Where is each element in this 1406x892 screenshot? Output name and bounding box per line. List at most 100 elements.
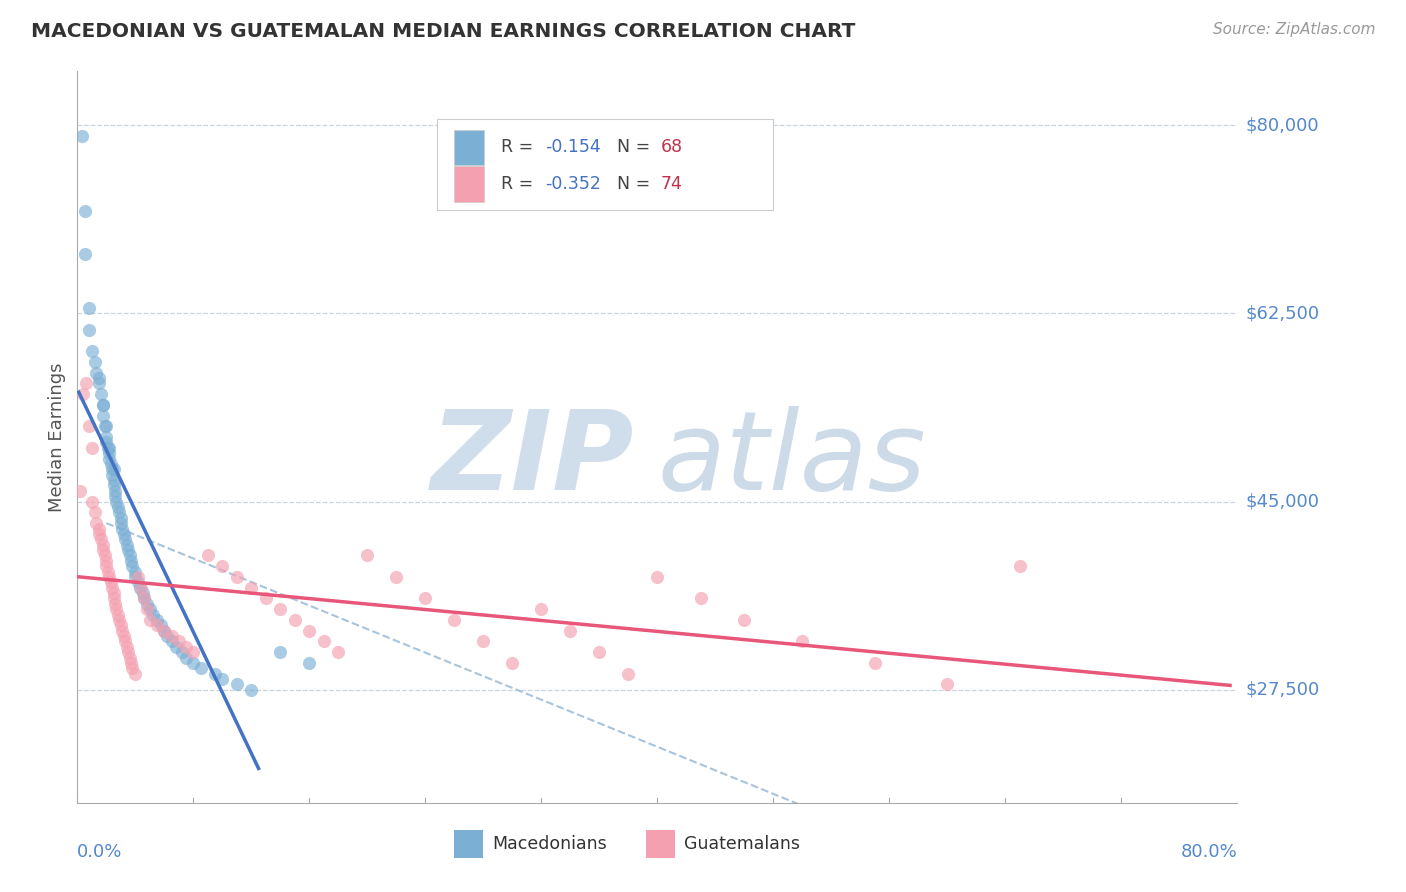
- Point: [385, 570, 408, 584]
- Point: [225, 570, 247, 584]
- Point: [103, 478, 125, 492]
- Point: [97, 441, 120, 455]
- Text: -0.352: -0.352: [544, 175, 600, 193]
- Point: [170, 645, 193, 659]
- Point: [84, 516, 107, 530]
- Point: [94, 549, 117, 563]
- Point: [96, 554, 118, 568]
- Point: [174, 640, 197, 654]
- Point: [132, 591, 155, 606]
- Point: [136, 597, 159, 611]
- Point: [132, 591, 155, 606]
- Text: 68: 68: [661, 138, 683, 156]
- Text: ZIP: ZIP: [430, 406, 634, 513]
- Point: [80, 494, 103, 508]
- Point: [73, 204, 96, 219]
- Point: [128, 581, 150, 595]
- Point: [647, 570, 669, 584]
- Point: [104, 489, 127, 503]
- Text: Macedonians: Macedonians: [492, 835, 607, 853]
- Point: [93, 538, 115, 552]
- Text: $45,000: $45,000: [1246, 492, 1320, 510]
- Point: [174, 650, 197, 665]
- Point: [617, 666, 640, 681]
- Point: [114, 634, 136, 648]
- Point: [118, 650, 141, 665]
- Point: [114, 533, 136, 547]
- Point: [94, 419, 117, 434]
- Point: [120, 554, 142, 568]
- Text: $62,500: $62,500: [1246, 304, 1320, 322]
- Point: [156, 629, 179, 643]
- Point: [167, 634, 190, 648]
- Text: $27,500: $27,500: [1246, 681, 1320, 698]
- Point: [501, 656, 523, 670]
- Point: [165, 640, 187, 654]
- Point: [413, 591, 436, 606]
- Point: [83, 355, 105, 369]
- Point: [204, 666, 226, 681]
- Point: [127, 570, 149, 584]
- Text: R =: R =: [501, 138, 538, 156]
- Point: [80, 344, 103, 359]
- Point: [111, 521, 134, 535]
- Point: [84, 366, 107, 380]
- Point: [112, 527, 135, 541]
- Point: [101, 581, 124, 595]
- Point: [153, 624, 176, 638]
- Point: [115, 538, 138, 552]
- Point: [87, 376, 110, 391]
- Point: [146, 618, 169, 632]
- Point: [77, 322, 100, 336]
- Text: atlas: atlas: [658, 406, 927, 513]
- Point: [530, 602, 553, 616]
- Point: [77, 301, 100, 315]
- Point: [472, 634, 495, 648]
- Point: [142, 607, 165, 622]
- Point: [96, 430, 118, 444]
- Point: [104, 483, 127, 498]
- Point: [73, 247, 96, 261]
- Point: [110, 516, 132, 530]
- Point: [120, 656, 142, 670]
- Text: 80.0%: 80.0%: [1181, 843, 1237, 861]
- Point: [211, 672, 233, 686]
- Point: [75, 376, 97, 391]
- Point: [98, 451, 121, 466]
- Point: [112, 629, 135, 643]
- Point: [129, 581, 152, 595]
- Point: [121, 661, 143, 675]
- Y-axis label: Median Earnings: Median Earnings: [48, 362, 66, 512]
- Point: [110, 510, 132, 524]
- Point: [118, 549, 141, 563]
- Point: [77, 419, 100, 434]
- Point: [93, 543, 115, 558]
- Point: [103, 591, 125, 606]
- Point: [87, 521, 110, 535]
- Text: $80,000: $80,000: [1246, 116, 1319, 134]
- Point: [312, 634, 335, 648]
- Point: [97, 565, 120, 579]
- Point: [560, 624, 582, 638]
- Point: [90, 387, 111, 401]
- Point: [124, 570, 146, 584]
- Point: [83, 505, 105, 519]
- Point: [211, 559, 233, 574]
- Point: [139, 602, 162, 616]
- Point: [1008, 559, 1031, 574]
- Point: [93, 398, 115, 412]
- Point: [225, 677, 247, 691]
- Point: [107, 607, 129, 622]
- Text: MACEDONIAN VS GUATEMALAN MEDIAN EARNINGS CORRELATION CHART: MACEDONIAN VS GUATEMALAN MEDIAN EARNINGS…: [31, 22, 855, 41]
- Point: [98, 446, 121, 460]
- Point: [284, 613, 307, 627]
- Point: [87, 371, 110, 385]
- Point: [101, 462, 124, 476]
- Point: [101, 467, 124, 482]
- Text: Guatemalans: Guatemalans: [683, 835, 800, 853]
- Text: -0.154: -0.154: [544, 138, 600, 156]
- Point: [121, 559, 143, 574]
- Point: [197, 549, 219, 563]
- Point: [108, 505, 131, 519]
- Point: [105, 494, 128, 508]
